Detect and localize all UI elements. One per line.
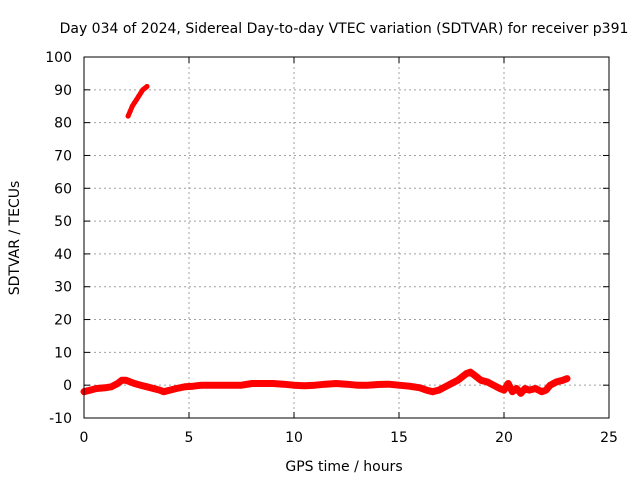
data-point bbox=[138, 382, 144, 388]
data-point bbox=[514, 386, 520, 391]
data-point bbox=[108, 384, 114, 390]
data-point bbox=[125, 113, 131, 119]
chart-title: Day 034 of 2024, Sidereal Day-to-day VTE… bbox=[60, 21, 629, 37]
data-point bbox=[554, 379, 559, 385]
data-point bbox=[365, 382, 370, 388]
data-point bbox=[484, 379, 490, 385]
data-point bbox=[207, 382, 213, 388]
data-point bbox=[467, 369, 473, 375]
data-point bbox=[344, 381, 349, 387]
y-tick-label: 40 bbox=[54, 247, 72, 263]
data-point bbox=[526, 387, 532, 393]
data-point bbox=[547, 382, 553, 388]
data-point bbox=[396, 382, 402, 388]
data-point bbox=[270, 381, 276, 386]
data-point bbox=[533, 386, 538, 391]
data-point bbox=[150, 386, 156, 391]
data-point bbox=[190, 383, 196, 389]
data-point bbox=[518, 390, 524, 396]
data-point bbox=[218, 382, 223, 388]
y-tick-label: 30 bbox=[54, 280, 72, 296]
data-point bbox=[375, 382, 381, 387]
data-point bbox=[509, 389, 515, 395]
data-point bbox=[417, 385, 423, 391]
data-point bbox=[291, 382, 297, 388]
data-point bbox=[430, 389, 436, 395]
data-point bbox=[127, 379, 133, 385]
data-point bbox=[167, 387, 173, 393]
data-point bbox=[144, 384, 150, 390]
data-point bbox=[472, 372, 478, 378]
y-tick-label: 0 bbox=[63, 378, 72, 394]
plot-frame bbox=[83, 56, 610, 419]
data-point bbox=[115, 381, 121, 386]
data-point bbox=[333, 381, 339, 386]
data-point bbox=[497, 386, 503, 391]
y-tick-label: 50 bbox=[54, 214, 72, 230]
data-point bbox=[173, 386, 179, 391]
data-point bbox=[459, 374, 465, 380]
data-point bbox=[199, 382, 205, 388]
data-point bbox=[501, 387, 507, 393]
data-point bbox=[144, 84, 150, 89]
data-point bbox=[182, 384, 188, 390]
data-point bbox=[505, 381, 511, 386]
x-tick-label: 15 bbox=[390, 430, 408, 446]
data-point bbox=[239, 382, 244, 388]
data-point bbox=[302, 383, 307, 389]
data-point bbox=[522, 386, 528, 391]
x-tick-label: 10 bbox=[285, 430, 303, 446]
y-tick-label: 10 bbox=[54, 345, 72, 361]
data-point bbox=[423, 387, 429, 393]
data-point bbox=[354, 382, 360, 388]
y-tick-label: 100 bbox=[45, 50, 72, 66]
x-tick-label: 25 bbox=[600, 430, 618, 446]
x-tick-label: 20 bbox=[495, 430, 513, 446]
data-point bbox=[312, 382, 318, 388]
y-tick-label: 60 bbox=[54, 181, 72, 197]
data-point bbox=[260, 381, 265, 386]
data-point bbox=[281, 381, 286, 387]
data-point bbox=[228, 382, 234, 388]
data-point bbox=[161, 389, 167, 395]
data-point bbox=[491, 382, 496, 388]
axis-ticks: -10 0 10 20 30 40 50 60 70 80 90 100 0 5 10 15 20 25 bbox=[45, 50, 618, 446]
data-point bbox=[560, 377, 566, 383]
data-point bbox=[436, 387, 442, 393]
data-point bbox=[87, 387, 93, 393]
data-point bbox=[442, 384, 448, 390]
y-tick-label: 80 bbox=[54, 116, 72, 132]
x-tick-label: 0 bbox=[80, 430, 89, 446]
grid bbox=[84, 57, 609, 418]
data-point bbox=[323, 381, 328, 387]
data-point bbox=[543, 387, 549, 393]
data-point bbox=[249, 381, 255, 386]
data-point bbox=[455, 377, 461, 383]
y-tick-label: 20 bbox=[54, 313, 72, 329]
x-axis-label: GPS time / hours bbox=[285, 459, 402, 475]
data-point bbox=[127, 108, 133, 114]
data-point bbox=[131, 381, 137, 386]
data-point bbox=[463, 371, 469, 377]
data-point bbox=[123, 377, 129, 383]
y-tick-label: -10 bbox=[49, 411, 72, 427]
data-point bbox=[449, 381, 454, 386]
data-point bbox=[539, 389, 545, 395]
y-tick-label: 90 bbox=[54, 83, 72, 99]
data-point bbox=[407, 383, 412, 389]
data-point bbox=[119, 377, 125, 383]
series-layer bbox=[80, 84, 571, 397]
data-point bbox=[386, 381, 391, 387]
data-point bbox=[94, 386, 100, 391]
data-point bbox=[564, 376, 570, 382]
y-axis-label: SDTVAR / TECUs bbox=[7, 181, 23, 296]
data-point bbox=[478, 377, 484, 383]
x-tick-label: 5 bbox=[185, 430, 194, 446]
y-tick-label: 70 bbox=[54, 148, 72, 164]
data-point bbox=[102, 385, 108, 391]
data-point bbox=[157, 387, 163, 393]
